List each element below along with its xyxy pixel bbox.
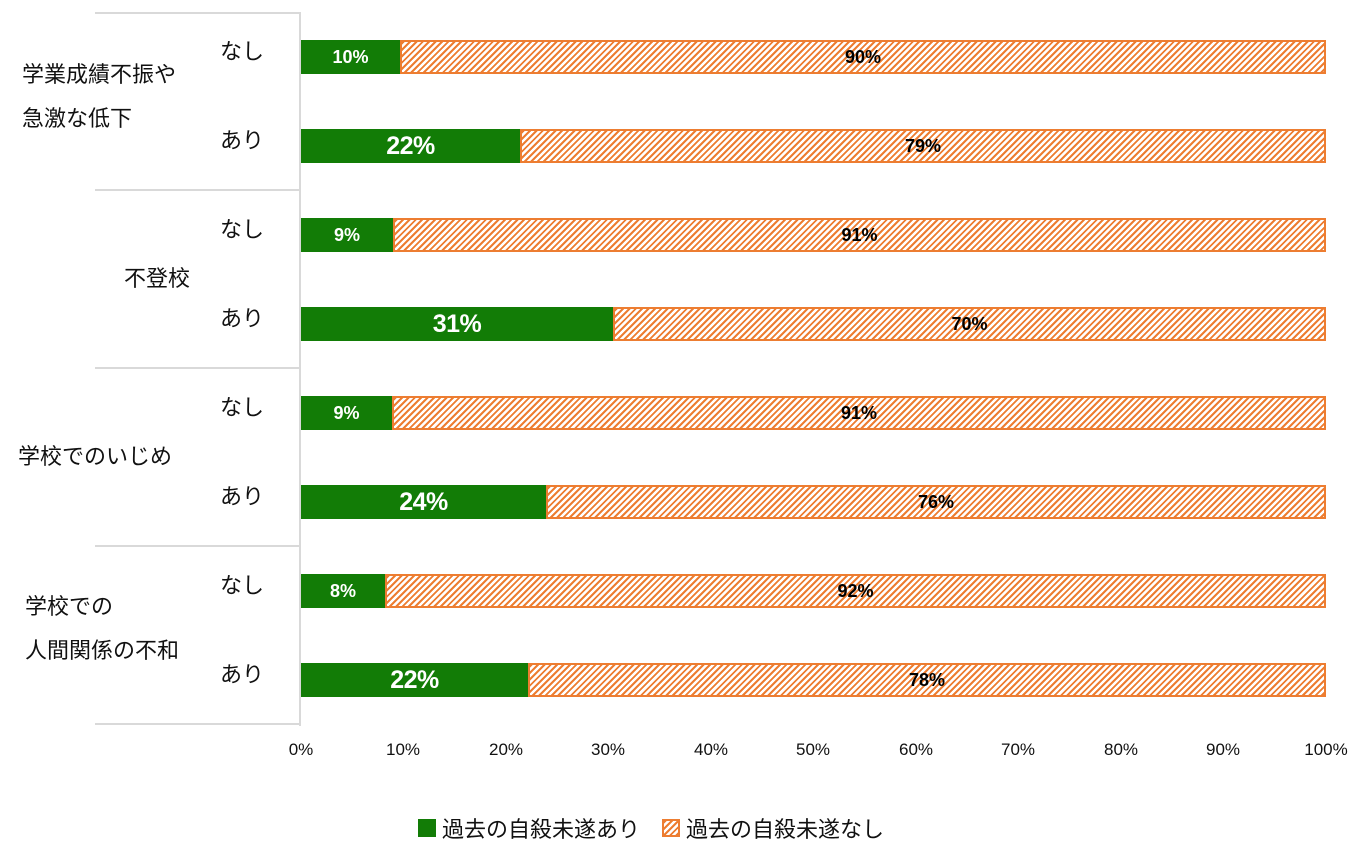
x-tick-label: 10% [385,740,421,759]
x-tick-label: 70% [1000,740,1036,759]
bar-segment-attempt-yes: 10% [301,40,400,74]
legend-item-attempt-yes: 過去の自殺未遂あり [418,812,640,844]
value-label: 24% [399,487,448,516]
bar-segment-attempt-no: 76% [546,485,1326,519]
x-tick-label: 30% [590,740,626,759]
bar-row: 9% 91% [301,396,1326,430]
row-label: あり [220,485,265,510]
value-label: 10% [332,46,369,67]
value-label: 22% [390,665,439,694]
legend-label: 過去の自殺未遂なし [686,818,885,843]
bar-row: 31% 70% [301,307,1326,341]
x-tick-label: 20% [488,740,524,759]
group-label-line: 不登校 [124,267,191,292]
group-label-relationships: 学校での 人間関係の不和 [25,586,179,674]
bar-row: 9% 91% [301,218,1326,252]
value-label: 9% [333,224,360,245]
row-label: あり [220,307,265,332]
group-divider [95,367,301,369]
value-label: 91% [841,224,878,245]
group-label-academic: 学業成績不振や 急激な低下 [22,54,176,142]
row-label: なし [220,396,265,421]
value-label: 8% [329,580,356,601]
x-tick-label: 90% [1205,740,1241,759]
value-label: 79% [904,135,942,156]
value-label: 22% [386,131,435,160]
bar-row: 22% 79% [301,129,1326,163]
bar-segment-attempt-yes: 24% [301,485,546,519]
group-label-bullying: 学校でのいじめ [18,436,172,480]
row-label: あり [220,129,265,154]
value-label: 9% [333,402,360,423]
group-divider [95,189,301,191]
row-label: なし [220,574,265,599]
value-label: 91% [840,402,878,423]
bar-segment-attempt-no: 90% [400,40,1326,74]
bar-segment-attempt-no: 70% [613,307,1326,341]
bar-segment-attempt-yes: 9% [301,218,393,252]
value-label: 76% [917,491,955,512]
x-tick-label: 40% [693,740,729,759]
bar-segment-attempt-no: 79% [520,129,1326,163]
bar-segment-attempt-yes: 22% [301,663,528,697]
group-divider [95,723,301,725]
value-label: 90% [844,46,882,67]
x-tick-label: 80% [1103,740,1139,759]
bar-segment-attempt-yes: 8% [301,574,385,608]
group-label-line: 急激な低下 [22,107,133,132]
group-label-line: 学校での [25,595,114,620]
bar-segment-attempt-no: 78% [528,663,1326,697]
row-label: なし [220,40,265,65]
group-label-line: 人間関係の不和 [25,639,180,664]
group-label-line: 学業成績不振や [22,63,177,88]
group-label-truancy: 不登校 [124,258,190,302]
legend-label: 過去の自殺未遂あり [442,818,641,843]
bar-segment-attempt-no: 91% [393,218,1326,252]
legend-item-attempt-no: 過去の自殺未遂なし [662,812,884,844]
bar-segment-attempt-no: 92% [385,574,1326,608]
x-tick-label: 0% [288,740,314,759]
bar-row: 24% 76% [301,485,1326,519]
bar-row: 22% 78% [301,663,1326,697]
x-tick-label: 60% [898,740,934,759]
group-label-line: 学校でのいじめ [18,445,173,470]
bar-segment-attempt-no: 91% [392,396,1326,430]
value-label: 92% [837,580,874,601]
value-label: 70% [951,313,988,334]
bar-row: 10% 90% [301,40,1326,74]
row-label: あり [220,663,265,688]
legend-swatch-solid-green-icon [418,819,436,837]
bar-row: 8% 92% [301,574,1326,608]
x-tick-label: 100% [1304,740,1348,759]
x-tick-label: 50% [795,740,831,759]
bar-segment-attempt-yes: 22% [301,129,520,163]
bar-segment-attempt-yes: 9% [301,396,392,430]
y-axis-line [299,13,301,726]
group-divider [95,545,301,547]
value-label: 78% [908,669,946,690]
legend-swatch-hatched-orange-icon [662,819,681,837]
row-label: なし [220,218,265,243]
legend: 過去の自殺未遂あり 過去の自殺未遂なし [418,812,906,844]
group-divider [95,12,301,14]
bar-segment-attempt-yes: 31% [301,307,613,341]
value-label: 31% [432,309,482,338]
